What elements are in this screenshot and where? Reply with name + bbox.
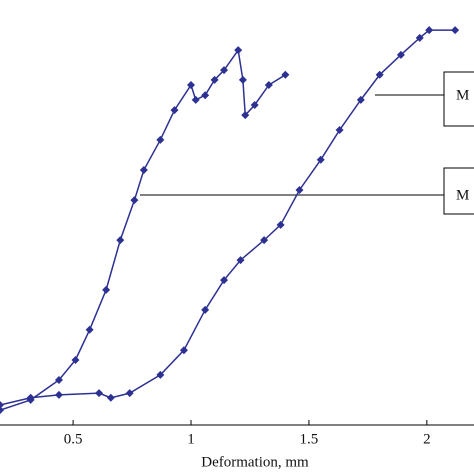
data-point xyxy=(241,111,250,120)
data-point xyxy=(170,106,179,115)
data-point xyxy=(236,256,245,265)
data-point xyxy=(220,66,229,75)
data-point xyxy=(281,70,290,79)
data-point xyxy=(0,401,4,410)
data-point xyxy=(102,285,111,294)
data-point xyxy=(201,91,210,100)
data-point xyxy=(335,126,344,135)
data-point xyxy=(201,305,210,314)
data-point xyxy=(179,346,188,355)
annotation-text: M xyxy=(456,87,469,103)
data-point xyxy=(264,81,273,89)
data-point xyxy=(106,393,115,402)
data-point xyxy=(26,393,35,402)
data-point xyxy=(125,389,134,398)
data-point xyxy=(396,50,405,59)
x-tick-label: 0.5 xyxy=(64,431,83,447)
series-line xyxy=(0,48,286,411)
x-tick-label: 1 xyxy=(187,431,195,447)
data-point xyxy=(187,81,196,89)
data-point xyxy=(54,390,63,399)
annotation-text: M xyxy=(456,187,469,203)
data-point xyxy=(191,95,200,104)
data-point xyxy=(356,95,365,104)
data-point xyxy=(156,135,165,144)
data-point xyxy=(425,26,434,35)
data-point xyxy=(295,185,304,194)
data-point xyxy=(210,75,219,84)
x-tick-label: 1.5 xyxy=(300,431,319,447)
data-point xyxy=(276,220,285,229)
data-point xyxy=(238,75,247,84)
data-point xyxy=(250,100,259,109)
data-point xyxy=(415,33,424,42)
data-point xyxy=(375,70,384,79)
data-point xyxy=(71,355,80,364)
data-point xyxy=(130,196,139,205)
series-line xyxy=(0,29,456,406)
data-point xyxy=(234,46,243,55)
data-point xyxy=(316,155,325,164)
data-point xyxy=(451,26,460,35)
data-point xyxy=(260,236,269,245)
x-tick-label: 2 xyxy=(423,431,431,447)
annotation-box xyxy=(443,71,474,127)
data-point xyxy=(116,236,125,245)
annotation-box xyxy=(443,167,474,215)
data-point xyxy=(139,166,148,174)
data-point xyxy=(156,370,165,379)
data-point xyxy=(220,276,229,285)
data-point xyxy=(0,406,4,415)
data-point xyxy=(54,375,63,384)
data-point xyxy=(85,325,94,334)
x-axis-title: Deformation, mm xyxy=(201,454,309,470)
data-point xyxy=(95,389,104,398)
